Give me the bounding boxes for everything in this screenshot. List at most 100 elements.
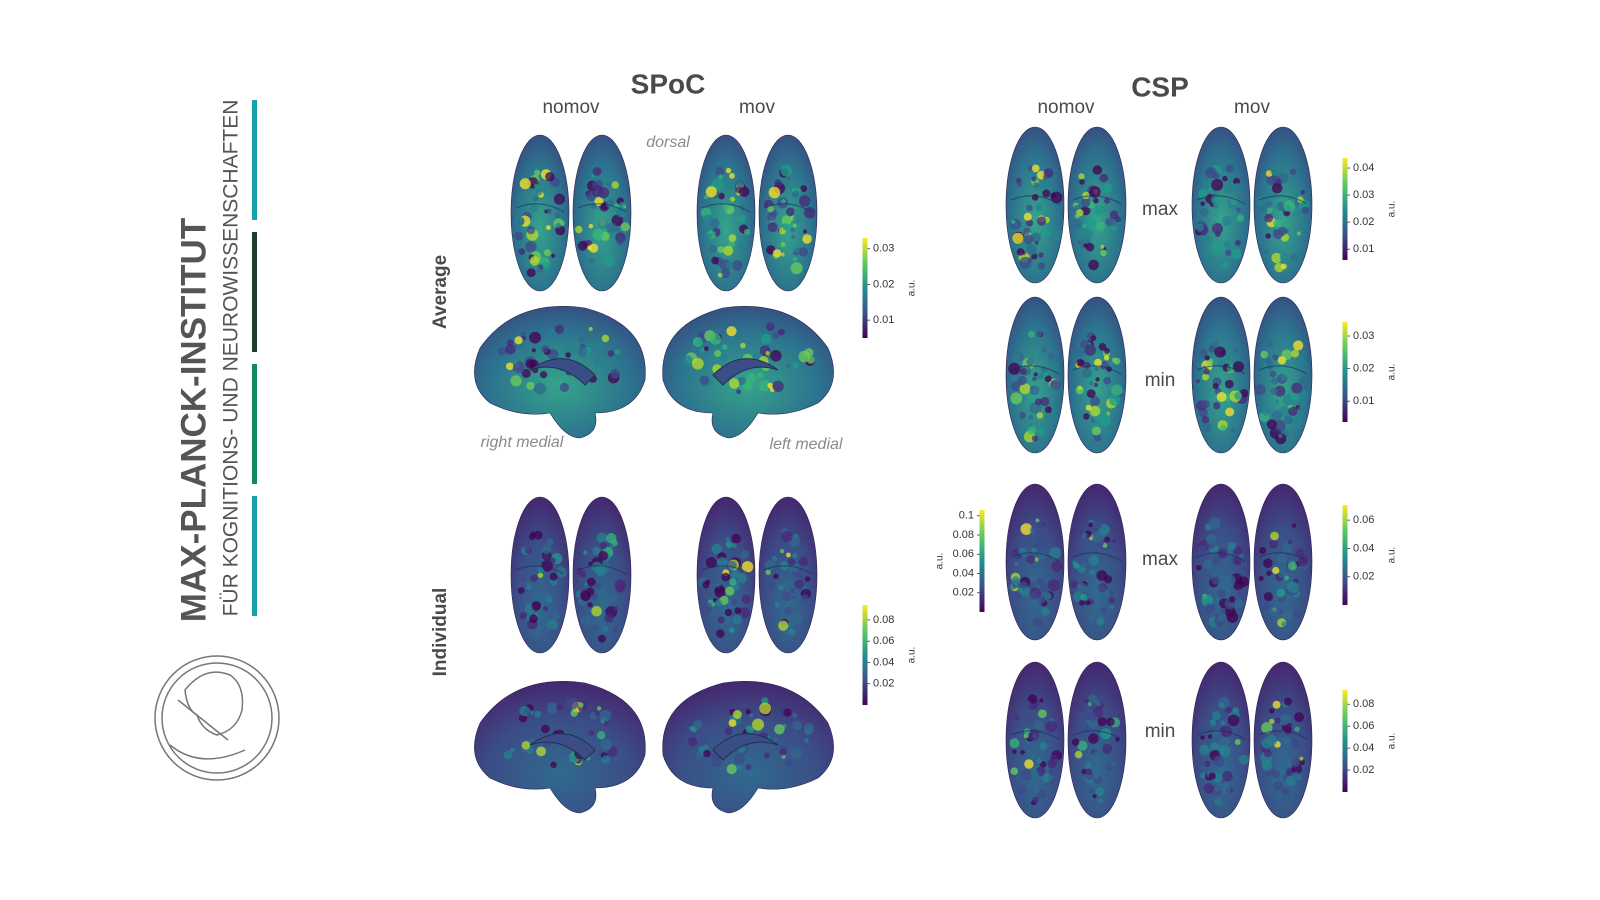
surface-patch [1213,755,1225,767]
surface-patch [526,226,536,235]
dorsal-view [1191,483,1313,641]
surface-patch [599,541,607,550]
surface-patch [588,730,595,736]
surface-patch [570,709,578,717]
surface-patch [1080,197,1091,208]
surface-patch [1235,239,1241,246]
surface-patch [1088,712,1097,722]
surface-patch [529,256,540,266]
surface-patch [768,734,775,741]
surface-patch [1298,389,1309,399]
surface-patch [696,751,703,758]
surface-patch [1089,788,1095,794]
colorbar-label: a.u. [907,280,918,297]
surface-patch [1290,757,1301,768]
surface-patch [1294,726,1300,732]
logo-bar [252,100,257,220]
surface-patch [1205,236,1213,243]
surface-patch [711,256,719,265]
surface-patch [1033,182,1040,189]
surface-patch [1212,243,1224,255]
surface-patch [1199,395,1204,401]
surface-patch [1023,234,1034,245]
surface-patch [763,752,770,759]
surface-patch [1259,205,1268,214]
surface-patch [1208,187,1213,192]
surface-patch [1231,248,1242,260]
surface-patch [717,616,725,624]
surface-patch [786,363,791,368]
surface-patch [736,765,742,771]
logo: MAX-PLANCK-INSTITUT FÜR KOGNITIONS- UND … [154,100,280,781]
surface-patch [693,720,703,730]
surface-patch [540,371,548,379]
surface-patch [1238,553,1244,559]
surface-patch [1031,232,1042,243]
surface-patch [514,231,524,241]
hemisphere [510,134,570,292]
surface-patch [579,708,584,714]
surface-patch [593,624,598,630]
surface-patch [1012,232,1024,244]
surface-patch [1088,555,1100,566]
surface-patch [745,725,754,734]
surface-patch [1103,575,1113,584]
colorbar: 0.02 0.04 0.06 0.08 a.u. [1342,690,1398,792]
surface-patch [1200,772,1206,779]
surface-patch [703,749,711,758]
surface-patch [1224,379,1234,389]
surface-patch [1211,710,1221,720]
surface-patch [510,375,522,387]
surface-patch [1111,384,1123,396]
surface-patch [702,581,710,589]
surface-patch [1075,347,1085,357]
surface-patch [1103,376,1112,385]
surface-patch [615,583,626,593]
surface-patch [1291,544,1300,553]
surface-patch [801,546,808,553]
surface-patch [514,336,523,345]
surface-patch [600,739,613,751]
surface-patch [542,544,552,555]
surface-patch [782,223,790,231]
surface-patch [1089,569,1096,576]
surface-patch [752,718,764,731]
row-label: min [1145,370,1176,391]
sulcus [577,565,627,575]
surface-patch [1026,357,1035,366]
surface-patch [772,380,784,392]
surface-patch [1079,599,1086,606]
surface-patch [784,758,793,766]
surface-patch [1092,531,1104,544]
surface-patch [1019,411,1026,419]
surface-patch [1261,406,1271,416]
surface-patch [1074,750,1083,759]
dorsal-view [1005,483,1127,641]
panel-title: SPoC [631,68,706,99]
surface-patch [759,702,771,715]
surface-patch [1035,330,1043,337]
surface-patch [729,627,735,633]
surface-patch [1017,182,1022,187]
surface-patch [728,234,737,243]
surface-patch [620,222,630,232]
surface-patch [1090,335,1097,341]
surface-patch [1032,521,1044,534]
surface-patch [583,550,588,555]
surface-patch [732,614,742,625]
surface-patch [1272,566,1280,575]
colorbar-tick-label: 0.01 [1353,243,1374,255]
surface-patch [724,181,735,191]
surface-patch [1234,391,1243,400]
surface-patch [1010,767,1019,775]
surface-patch [1222,771,1233,782]
surface-patch [1111,357,1117,363]
surface-patch [729,578,737,586]
surface-patch [791,190,799,198]
surface-patch [772,332,780,339]
surface-patch [1109,210,1119,219]
surface-patch [804,738,809,743]
surface-patch [1097,717,1107,727]
surface-patch [591,593,599,601]
